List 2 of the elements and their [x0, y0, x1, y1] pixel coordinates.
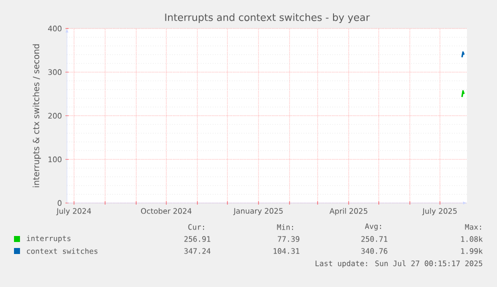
chart-title: Interrupts and context switches - by year: [165, 13, 370, 24]
y-axis-title: interrupts & ctx switches / second: [32, 44, 41, 188]
